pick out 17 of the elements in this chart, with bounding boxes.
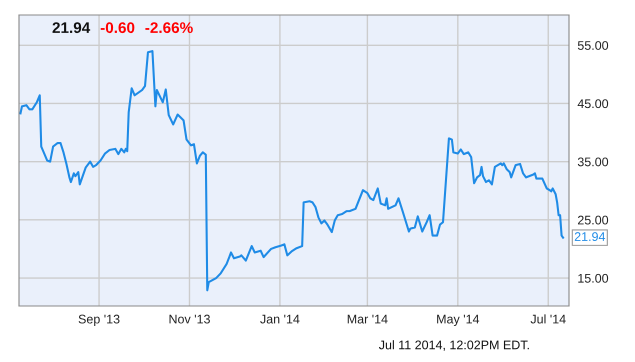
annotation: -0.60 [100,22,134,34]
annotation: -2.66% [145,22,193,34]
y-tick-label: 25.00 [578,216,608,225]
x-tick-label: Jan '14 [260,314,300,324]
y-tick-label: 15.00 [578,274,608,283]
x-tick-label: May '14 [437,314,480,326]
line-series [19,50,564,292]
x-tick-label: Nov '13 [170,314,210,324]
text: Jul 11 2014, 12:02PM EDT. [378,340,529,351]
annotation: 21.94 [52,22,90,34]
y-tick-label: 55.00 [578,41,608,50]
y-tick-label: 35.00 [578,157,608,166]
annotation: 21.94 [574,232,606,242]
x-tick-label: Sep '13 [78,314,120,326]
y-tick-label: 45.00 [578,99,608,108]
x-tick-label: Jul '14 [530,314,566,324]
x-tick-label: Mar '14 [348,314,388,324]
